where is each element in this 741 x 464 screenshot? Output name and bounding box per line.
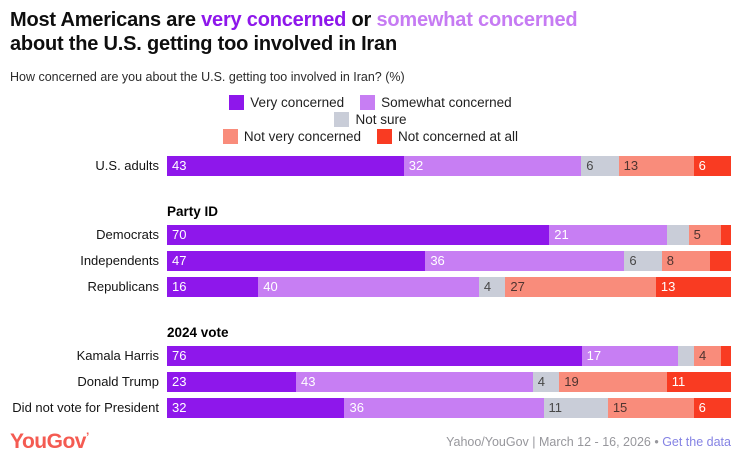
bar-segment-somewhat-concerned: 32: [403, 155, 582, 176]
bar-segment-somewhat-concerned: 40: [258, 276, 479, 297]
bar-segment-not-very-concerned: 15: [607, 397, 694, 418]
bar-segment-very-concerned: 23: [167, 371, 296, 392]
chart-row-donald-trump: Donald Trump 23 43 4 19 11: [10, 371, 731, 392]
legend-swatch-icon: [376, 128, 392, 144]
legend-swatch-icon: [229, 94, 245, 110]
legend-row: Not sure: [334, 111, 407, 127]
legend-label: Somewhat concerned: [381, 94, 512, 110]
stacked-bar: 76 17 4: [167, 345, 731, 366]
legend-label: Not very concerned: [243, 128, 361, 144]
bar-segment-not-concerned-at-all: [709, 250, 732, 271]
legend-item-not-sure: Not sure: [334, 111, 407, 127]
bar-segment-not-sure: 4: [478, 276, 506, 297]
bar-segment-somewhat-concerned: 36: [344, 397, 544, 418]
legend-swatch-icon: [334, 111, 350, 127]
credit-text: Yahoo/YouGov | March 12 - 16, 2026: [446, 435, 651, 449]
bar-segment-somewhat-concerned: 17: [581, 345, 679, 366]
bar-segment-not-sure: 6: [581, 155, 619, 176]
title-highlight-somewhat-concerned: somewhat concerned: [376, 9, 578, 31]
chart-title: Most Americans are very concerned or som…: [10, 8, 731, 57]
legend-item-not-very-concerned: Not very concerned: [222, 128, 361, 144]
legend-item-very-concerned: Very concerned: [229, 94, 345, 110]
stacked-bar: 16 40 4 27 13: [167, 276, 731, 297]
legend-swatch-icon: [222, 128, 238, 144]
stacked-bar: 70 21 5: [167, 224, 731, 245]
stacked-bar: 43 32 6 13 6: [167, 155, 731, 176]
row-label: Did not vote for President: [12, 400, 159, 416]
bar-segment-very-concerned: 16: [167, 276, 259, 297]
bar-segment-very-concerned: 43: [167, 155, 404, 176]
row-label: Donald Trump: [77, 374, 159, 390]
bar-segment-not-concerned-at-all: [720, 224, 731, 245]
yougov-logo-tick-icon: ’: [85, 430, 89, 444]
row-label: Republicans: [87, 279, 159, 295]
chart-row-independents: Independents 47 36 6 8: [10, 250, 732, 271]
bar-segment-very-concerned: 47: [167, 250, 426, 271]
legend-swatch-icon: [360, 94, 376, 110]
legend-label: Not concerned at all: [397, 128, 519, 144]
title-highlight-very-concerned: very concerned: [201, 9, 347, 31]
chart-row-republicans: Republicans 16 40 4 27 13: [10, 276, 731, 297]
bar-segment-not-very-concerned: 13: [618, 155, 694, 176]
footer: YouGov’ Yahoo/YouGov | March 12 - 16, 20…: [10, 430, 731, 454]
bar-segment-somewhat-concerned: 43: [295, 371, 533, 392]
title-line2: about the U.S. getting too involved in I…: [10, 33, 397, 56]
bar-segment-not-concerned-at-all: [720, 345, 731, 366]
row-label: U.S. adults: [95, 158, 159, 174]
chart-row-kamala-harris: Kamala Harris 76 17 4: [10, 345, 731, 366]
legend-label: Very concerned: [250, 94, 345, 110]
bar-segment-not-sure: 11: [543, 397, 608, 418]
yougov-logo-text: YouGov: [10, 430, 86, 453]
bar-segment-not-concerned-at-all: 13: [655, 276, 731, 297]
title-text: or: [346, 9, 377, 31]
legend-item-not-concerned-at-all: Not concerned at all: [376, 128, 519, 144]
chart-row-did-not-vote-for-president: Did not vote for President 32 36 11 15 6: [10, 397, 732, 418]
bar-segment-not-sure: 4: [532, 371, 560, 392]
bar-segment-not-very-concerned: 19: [559, 371, 667, 392]
get-the-data-link[interactable]: Get the data: [662, 435, 731, 449]
bar-segment-not-very-concerned: 4: [694, 345, 721, 366]
title-text: Most Americans are: [10, 9, 202, 31]
credit-separator: •: [650, 435, 663, 449]
yougov-logo: YouGov’: [10, 430, 89, 454]
chart: U.S. adults 43 32 6 13 6 Party ID Democrats 70 21…: [10, 155, 732, 418]
row-label: Kamala Harris: [76, 348, 159, 364]
bar-segment-somewhat-concerned: 21: [549, 224, 668, 245]
bar-segment-very-concerned: 70: [167, 224, 550, 245]
bar-segment-somewhat-concerned: 36: [425, 250, 625, 271]
bar-segment-not-concerned-at-all: 6: [693, 155, 731, 176]
legend-row: Very concerned Somewhat concerned: [229, 94, 512, 110]
legend: Very concerned Somewhat concerned Not sure…: [10, 94, 731, 144]
credit-line: Yahoo/YouGov | March 12 - 16, 2026 • Get…: [446, 435, 731, 449]
stacked-bar: 47 36 6 8: [167, 250, 732, 271]
bar-segment-not-concerned-at-all: 11: [666, 371, 731, 392]
bar-segment-not-sure: 6: [624, 250, 662, 271]
legend-row: Not very concerned Not concerned at all: [222, 128, 519, 144]
row-label: Independents: [80, 253, 159, 269]
bar-segment-very-concerned: 32: [167, 397, 345, 418]
bar-segment-not-sure: [678, 345, 695, 366]
stacked-bar: 32 36 11 15 6: [167, 397, 732, 418]
chart-row-democrats: Democrats 70 21 5: [10, 224, 731, 245]
chart-row-u-s-adults: U.S. adults 43 32 6 13 6: [10, 155, 731, 176]
legend-item-somewhat-concerned: Somewhat concerned: [360, 94, 512, 110]
legend-label: Not sure: [355, 111, 407, 127]
chart-subtitle: How concerned are you about the U.S. get…: [10, 69, 405, 84]
row-label: Democrats: [96, 227, 159, 243]
stacked-bar: 23 43 4 19 11: [167, 371, 731, 392]
bar-segment-not-concerned-at-all: 6: [693, 397, 732, 418]
bar-segment-not-sure: [667, 224, 689, 245]
section-header-party-id: Party ID: [167, 203, 219, 219]
bar-segment-very-concerned: 76: [167, 345, 582, 366]
bar-segment-not-very-concerned: 27: [505, 276, 656, 297]
bar-segment-not-very-concerned: 5: [688, 224, 721, 245]
bar-segment-not-very-concerned: 8: [661, 250, 710, 271]
section-header-2024-vote: 2024 vote: [167, 324, 229, 340]
